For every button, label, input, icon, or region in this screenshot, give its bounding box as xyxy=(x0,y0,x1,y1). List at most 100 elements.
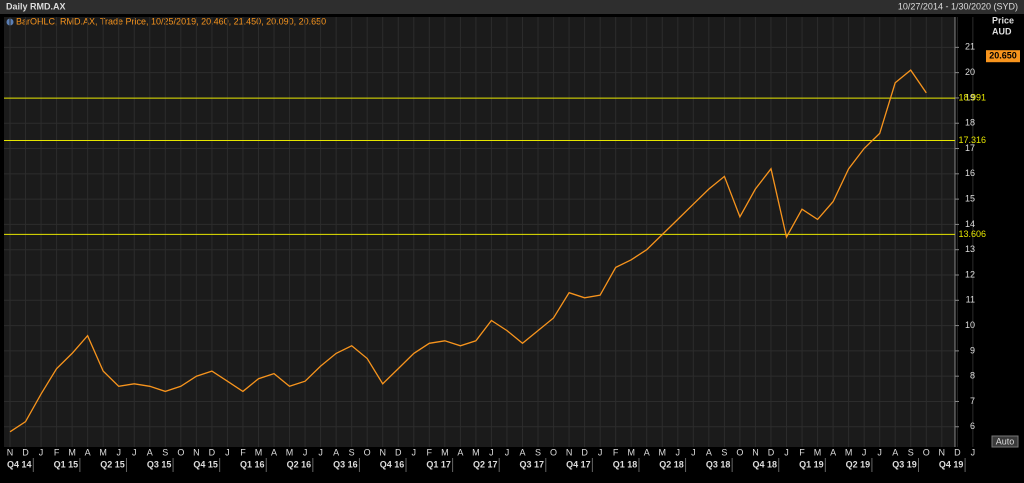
quarter-label: Q1 17 xyxy=(426,459,451,469)
quarter-label: Q1 16 xyxy=(240,459,265,469)
x-tick-label: J xyxy=(318,447,323,457)
x-tick-label: M xyxy=(99,447,107,457)
x-tick-label: M xyxy=(255,447,263,457)
x-tick-label: A xyxy=(271,447,277,457)
x-tick-label: A xyxy=(147,447,153,457)
x-tick-label: J xyxy=(971,447,976,457)
x-tick-label: N xyxy=(939,447,946,457)
x-tick-label: O xyxy=(364,447,371,457)
x-tick-label: J xyxy=(862,447,867,457)
y-tick-label: 11 xyxy=(966,295,975,305)
x-tick-label: M xyxy=(286,447,294,457)
x-tick-label: N xyxy=(566,447,573,457)
price-line xyxy=(9,69,927,433)
x-tick-label: O xyxy=(550,447,557,457)
x-tick-label: J xyxy=(116,447,121,457)
x-tick-label: D xyxy=(954,447,961,457)
x-tick-label: F xyxy=(613,447,619,457)
x-tick-label: D xyxy=(395,447,402,457)
x-tick-label: S xyxy=(535,447,541,457)
x-tick-label: M xyxy=(68,447,76,457)
x-tick-label: N xyxy=(752,447,759,457)
x-tick-label: J xyxy=(676,447,681,457)
x-tick-label: N xyxy=(7,447,14,457)
x-tick-label: J xyxy=(132,447,137,457)
current-price-tag xyxy=(986,50,1020,63)
x-tick-label: S xyxy=(721,447,727,457)
plot-area xyxy=(4,17,955,447)
y-axis-label: Price xyxy=(992,15,1014,25)
x-tick-label: S xyxy=(162,447,168,457)
x-tick-label: O xyxy=(736,447,743,457)
x-tick-label: M xyxy=(627,447,635,457)
quarter-label: Q4 17 xyxy=(566,459,591,469)
x-tick-label: F xyxy=(427,447,433,457)
y-tick-label: 17 xyxy=(965,143,975,153)
y-tick-label: 19 xyxy=(965,92,975,102)
quarter-label: Q2 15 xyxy=(100,459,125,469)
chart-title: Daily RMD.AX xyxy=(6,1,66,11)
y-tick-label: 12 xyxy=(965,269,975,279)
x-tick-label: J xyxy=(877,447,882,457)
legend-entry: BarOHLC, RMD.AX, Trade Price, 10/25/2019… xyxy=(16,16,326,26)
quarter-label: Q2 16 xyxy=(287,459,312,469)
x-tick-label: A xyxy=(644,447,650,457)
quarter-label: Q4 19 xyxy=(939,459,964,469)
y-tick-label: 15 xyxy=(965,193,975,203)
x-tick-label: M xyxy=(659,447,667,457)
y-tick-label: 14 xyxy=(965,219,975,229)
x-tick-label: A xyxy=(519,447,525,457)
x-tick-label: A xyxy=(706,447,712,457)
x-tick-label: S xyxy=(908,447,914,457)
x-tick-label: J xyxy=(784,447,789,457)
x-tick-label: O xyxy=(177,447,184,457)
quarter-label: Q3 19 xyxy=(892,459,917,469)
y-tick-label: 8 xyxy=(970,371,975,381)
x-tick-label: D xyxy=(581,447,588,457)
y-tick-label: 7 xyxy=(970,396,975,406)
y-tick-label: 20 xyxy=(965,67,975,77)
x-tick-label: D xyxy=(768,447,775,457)
quarter-label: Q3 16 xyxy=(333,459,358,469)
header-bar xyxy=(0,0,1024,14)
x-tick-label: N xyxy=(193,447,200,457)
quarter-label: Q2 19 xyxy=(846,459,871,469)
quarter-label: Q3 18 xyxy=(706,459,731,469)
x-tick-label: A xyxy=(892,447,898,457)
x-tick-label: D xyxy=(209,447,216,457)
x-tick-label: F xyxy=(799,447,805,457)
x-tick-label: O xyxy=(923,447,930,457)
x-tick-label: F xyxy=(54,447,60,457)
quarter-label: Q1 15 xyxy=(54,459,79,469)
x-tick-label: J xyxy=(691,447,696,457)
x-tick-label: A xyxy=(830,447,836,457)
level-label: 18.991 xyxy=(958,93,986,103)
x-tick-label: J xyxy=(505,447,510,457)
x-tick-label: N xyxy=(379,447,386,457)
quarter-label: Q3 15 xyxy=(147,459,172,469)
x-tick-label: M xyxy=(845,447,853,457)
quarter-label: Q2 18 xyxy=(659,459,684,469)
quarter-label: Q1 19 xyxy=(799,459,824,469)
y-tick-label: 10 xyxy=(965,320,975,330)
y-tick-label: 6 xyxy=(970,421,975,431)
x-tick-label: S xyxy=(349,447,355,457)
quarter-label: Q4 15 xyxy=(193,459,218,469)
auto-button[interactable] xyxy=(991,435,1019,448)
auto-button-label[interactable]: Auto xyxy=(996,436,1015,446)
x-tick-label: A xyxy=(333,447,339,457)
quarter-label: Q3 17 xyxy=(520,459,545,469)
x-tick-label: D xyxy=(22,447,29,457)
level-label: 17.316 xyxy=(958,135,986,145)
y-tick-label: 21 xyxy=(965,42,975,52)
quarter-label: Q1 18 xyxy=(613,459,638,469)
x-tick-label: J xyxy=(598,447,603,457)
quarter-label: Q4 18 xyxy=(752,459,777,469)
x-tick-label: J xyxy=(39,447,44,457)
x-tick-label: J xyxy=(303,447,308,457)
x-tick-label: J xyxy=(225,447,230,457)
quarter-label: Q4 16 xyxy=(380,459,405,469)
level-label: 13.606 xyxy=(958,229,986,239)
